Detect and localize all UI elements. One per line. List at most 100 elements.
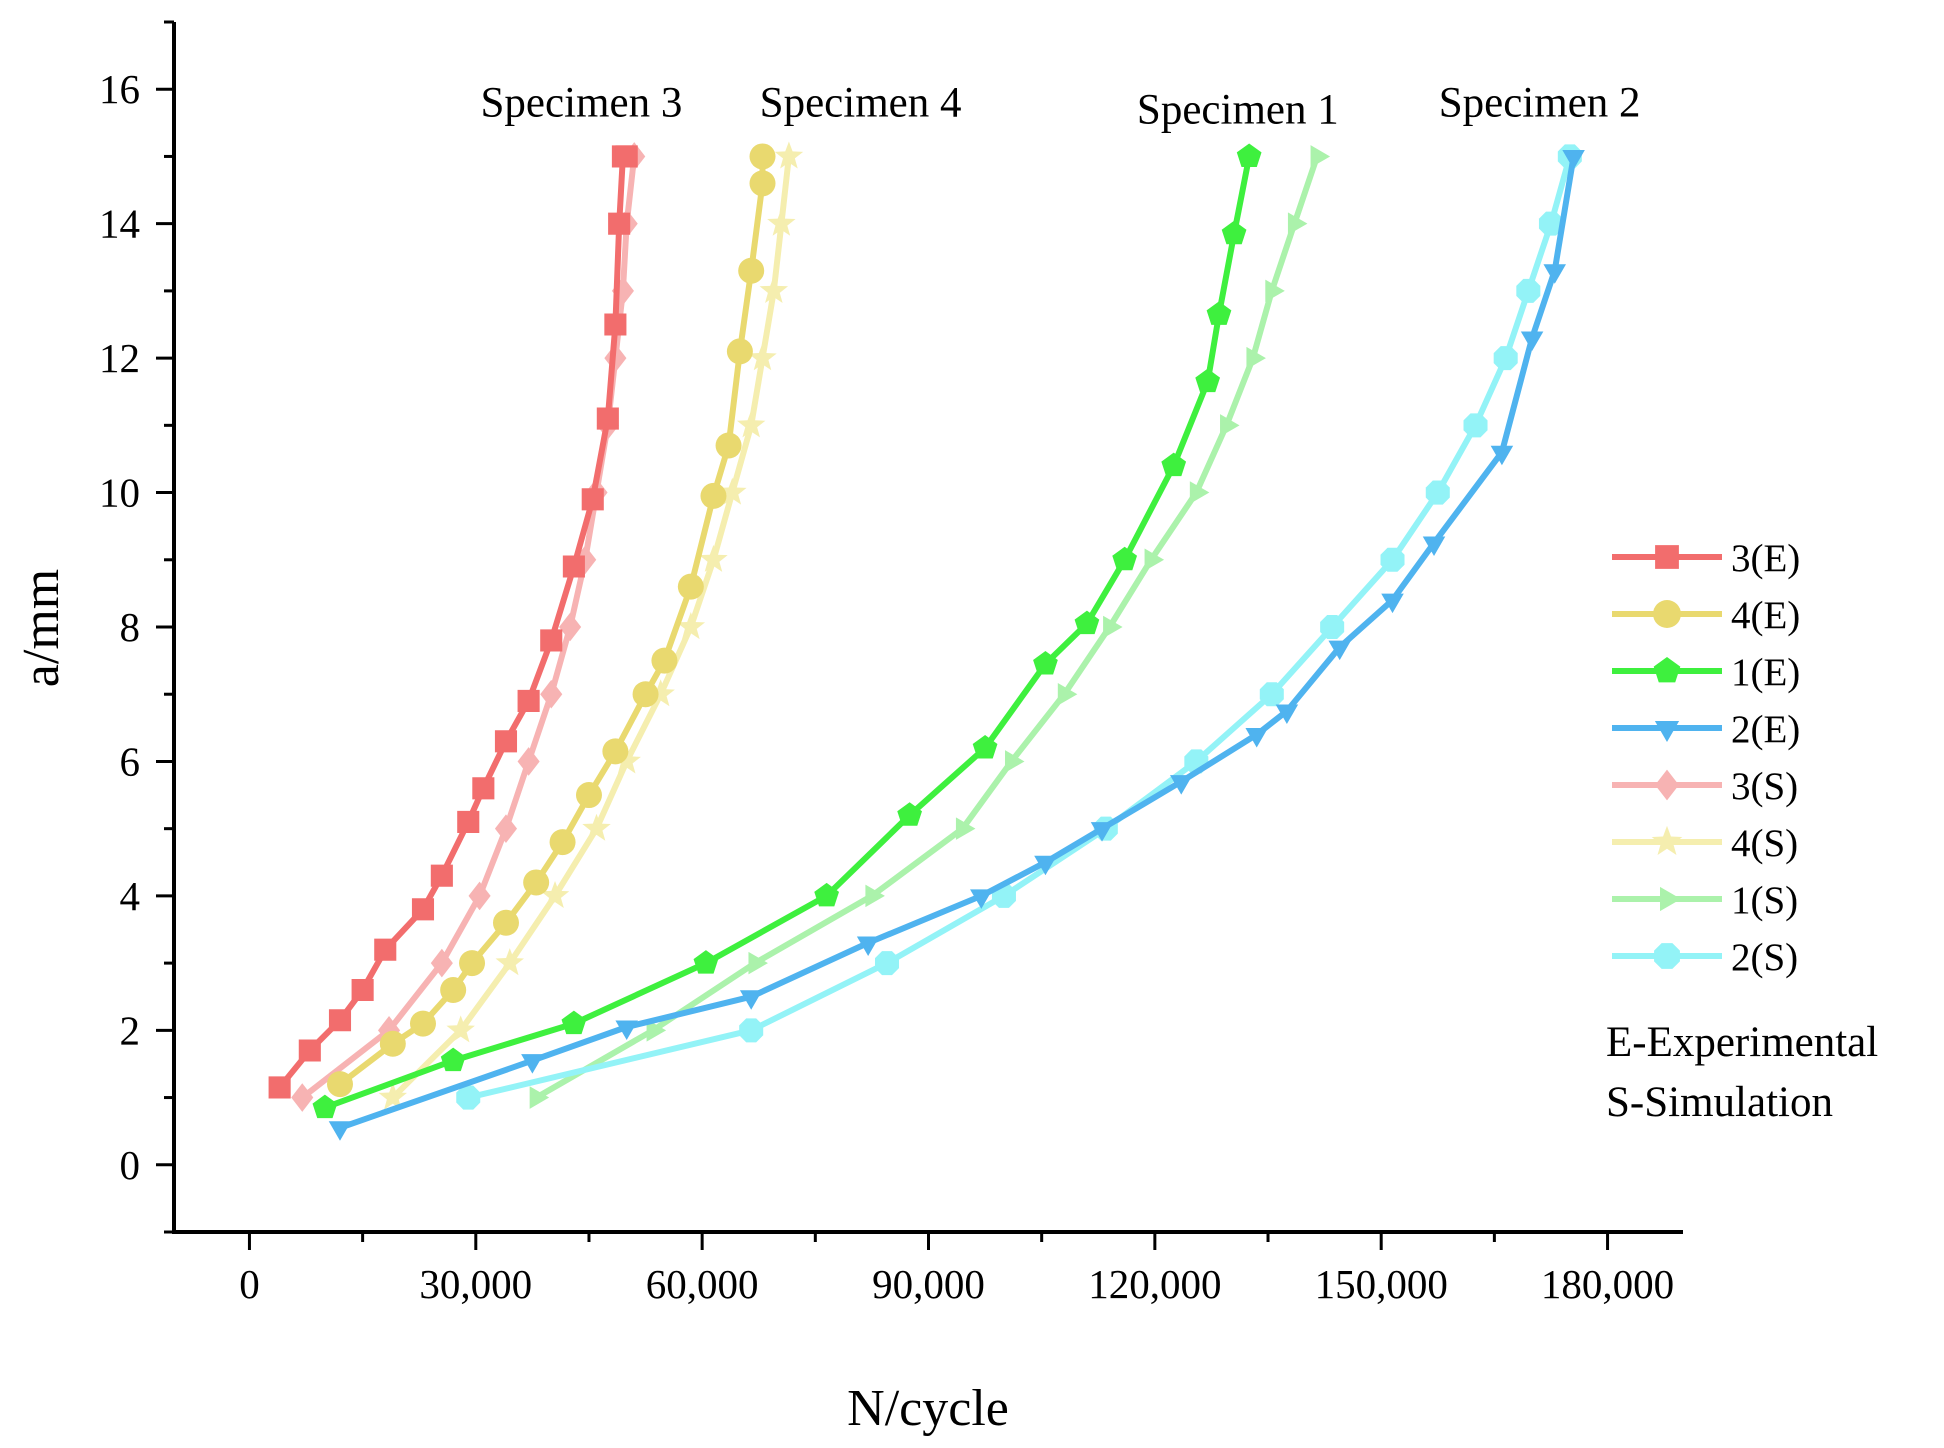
legend-swatch-marker bbox=[1654, 943, 1680, 969]
data-point bbox=[646, 1019, 667, 1042]
data-point bbox=[494, 730, 518, 753]
legend-swatch-marker bbox=[1653, 657, 1681, 683]
data-point bbox=[351, 978, 374, 1002]
series-1e bbox=[312, 143, 1262, 1119]
data-point bbox=[748, 343, 777, 371]
y-tick-label: 8 bbox=[120, 604, 141, 650]
data-point bbox=[1275, 704, 1299, 725]
y-tick-label: 2 bbox=[120, 1007, 141, 1053]
series-line bbox=[533, 153, 1321, 1101]
data-point bbox=[856, 936, 880, 956]
x-tick-label: 150,000 bbox=[1315, 1261, 1448, 1307]
data-point bbox=[374, 938, 397, 961]
data-point bbox=[495, 948, 524, 976]
data-point bbox=[632, 681, 659, 708]
data-point bbox=[298, 1039, 321, 1062]
data-point bbox=[1543, 264, 1566, 284]
legend-label: 1(S) bbox=[1731, 879, 1798, 922]
data-point bbox=[759, 275, 789, 303]
data-point bbox=[749, 170, 776, 197]
legend-swatch-marker bbox=[1654, 721, 1680, 742]
legend-label: 3(S) bbox=[1731, 765, 1798, 808]
data-point bbox=[602, 738, 629, 765]
data-point bbox=[1520, 331, 1544, 351]
data-point bbox=[328, 1009, 352, 1032]
data-point bbox=[608, 212, 631, 235]
legend-label: 3(E) bbox=[1731, 537, 1800, 580]
data-point bbox=[1463, 413, 1488, 438]
data-point bbox=[1033, 650, 1058, 675]
series-line bbox=[389, 153, 792, 1101]
data-point bbox=[472, 777, 495, 800]
data-point bbox=[494, 814, 518, 843]
y-tick-label: 16 bbox=[99, 66, 140, 112]
data-point bbox=[1057, 682, 1078, 706]
data-point bbox=[312, 1094, 338, 1119]
data-point bbox=[268, 1076, 291, 1099]
specimen-label: Specimen 3 bbox=[481, 80, 683, 127]
data-point bbox=[1246, 346, 1266, 370]
data-point bbox=[715, 432, 742, 459]
annotations: Specimen 3 Specimen 4 Specimen 1 Specimen 2 bbox=[481, 80, 1641, 134]
data-point bbox=[1236, 143, 1262, 167]
data-point bbox=[972, 735, 998, 759]
data-point bbox=[549, 829, 576, 856]
data-point bbox=[1287, 212, 1308, 235]
data-point bbox=[1320, 614, 1345, 640]
x-tick-label: 120,000 bbox=[1088, 1261, 1221, 1307]
data-point bbox=[897, 802, 922, 826]
data-point bbox=[615, 1020, 638, 1040]
data-point bbox=[529, 1086, 550, 1109]
data-point bbox=[1221, 220, 1247, 245]
series-3e bbox=[268, 145, 638, 1099]
data-point bbox=[1538, 211, 1563, 236]
legend-swatch-marker bbox=[1655, 545, 1679, 569]
data-point bbox=[1034, 855, 1057, 876]
legend-label: 1(E) bbox=[1731, 651, 1800, 694]
data-point bbox=[1422, 536, 1446, 556]
data-point bbox=[517, 689, 540, 712]
data-point bbox=[749, 143, 776, 170]
data-point bbox=[1195, 368, 1221, 393]
data-point bbox=[1381, 593, 1404, 614]
legend-label: 2(E) bbox=[1731, 708, 1800, 751]
legend-swatch-marker bbox=[1651, 825, 1683, 856]
data-point bbox=[726, 338, 753, 365]
series-line bbox=[337, 153, 1577, 1131]
data-point bbox=[446, 1015, 475, 1043]
data-point bbox=[582, 813, 611, 841]
data-point bbox=[581, 488, 604, 511]
series-1s bbox=[529, 145, 1331, 1109]
data-point bbox=[1259, 682, 1284, 707]
data-point bbox=[492, 909, 519, 936]
data-point bbox=[459, 950, 486, 977]
legend-item: 2(E) bbox=[1612, 708, 1800, 751]
y-tick-label: 10 bbox=[99, 470, 140, 516]
data-point bbox=[699, 544, 728, 572]
data-point bbox=[700, 482, 727, 509]
data-point bbox=[739, 1018, 764, 1043]
series-line bbox=[465, 153, 1573, 1101]
series-layer bbox=[268, 141, 1585, 1141]
axes: 0 2 4 6 8 10 12 14 16 0 30,000 60,000 90,000 120,000 1… bbox=[99, 20, 1683, 1307]
data-point bbox=[596, 407, 619, 430]
series-2e bbox=[328, 149, 1585, 1141]
data-point bbox=[1265, 279, 1285, 303]
y-tick-label: 6 bbox=[120, 738, 141, 784]
data-point bbox=[540, 629, 563, 652]
data-point bbox=[865, 884, 885, 908]
legend-swatch-marker bbox=[1660, 886, 1681, 912]
legend-item: 3(S) bbox=[1612, 765, 1798, 808]
data-point bbox=[328, 1121, 352, 1141]
data-point bbox=[1004, 750, 1025, 773]
legend-item: 1(E) bbox=[1612, 651, 1800, 694]
data-point bbox=[409, 1010, 436, 1037]
data-point bbox=[738, 257, 765, 284]
data-point bbox=[612, 746, 641, 774]
data-point bbox=[739, 990, 763, 1010]
y-tick-label: 4 bbox=[120, 873, 141, 919]
data-point bbox=[615, 145, 638, 168]
data-point bbox=[440, 1047, 466, 1072]
data-point bbox=[540, 679, 563, 709]
data-point bbox=[718, 477, 747, 505]
